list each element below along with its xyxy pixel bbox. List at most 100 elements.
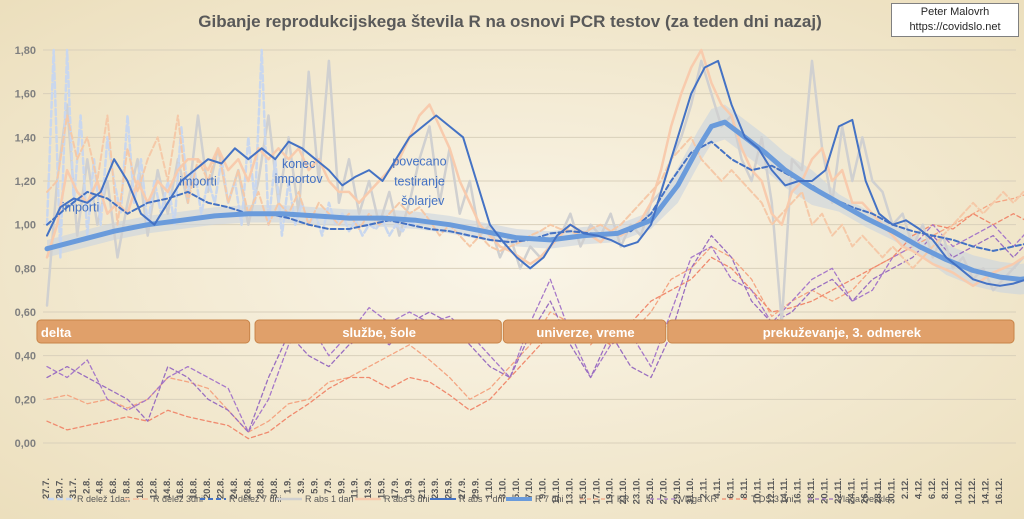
credit-author: Peter Malovrh (920, 6, 990, 18)
y-tick-label: 1,60 (15, 89, 36, 101)
x-tick-label: 25.9. (444, 478, 455, 499)
x-tick-label: 6.8. (108, 478, 119, 494)
x-tick-label: 21.9. (417, 478, 428, 499)
annotation-label: povecano (392, 155, 446, 169)
x-tick-label: 18.8. (189, 478, 200, 499)
x-tick-label: 2.12. (900, 478, 911, 499)
x-tick-label: 27.10. (658, 478, 669, 504)
x-tick-label: 29.9. (470, 478, 481, 499)
x-tick-label: 29.10. (672, 478, 683, 504)
x-tick-label: 6.12. (927, 478, 938, 499)
series-line-r-dele-7-dni (46, 140, 1024, 252)
x-tick-label: 27.7. (41, 478, 52, 499)
x-tick-label: 19.9. (403, 478, 414, 499)
y-tick-label: 1,40 (15, 132, 36, 144)
x-tick-label: 8.8. (122, 478, 133, 494)
legend-label: Vlaga Deskle (837, 494, 890, 504)
x-tick-label: 3.9. (296, 478, 307, 494)
period-band (254, 319, 502, 344)
x-tick-label: 17.10. (591, 478, 602, 504)
x-tick-label: 14.12. (981, 478, 992, 504)
x-tick-label: 1.9. (283, 478, 294, 494)
series-line-r-abs-1-dan (45, 59, 1024, 325)
x-tick-label: 4.8. (95, 478, 106, 494)
x-axis: 27.7. 29.7. 31.7. 2.8. 4.8. 6.8. 8.8. 10.8. 12.8… (41, 478, 1005, 504)
x-tick-label: 24.8. (229, 478, 240, 499)
x-tick-label: 5.9. (309, 478, 320, 494)
annotation-label: importi (62, 201, 100, 215)
x-tick-label: 18.11. (806, 478, 817, 504)
period-bands: delta službe, šole univerze, vreme prekužev… (36, 319, 1015, 344)
x-tick-label: 7.10. (524, 478, 535, 499)
x-tick-label: 23.9. (430, 478, 441, 499)
annotation-label: šolarjev (401, 194, 445, 208)
series-line-t-kr (46, 194, 1024, 433)
x-tick-label: 29.7. (54, 478, 65, 499)
annotation-label: konec (282, 157, 315, 171)
period-band-label: univerze, vreme (536, 325, 634, 340)
x-tick-label: 9.10. (538, 478, 549, 499)
x-tick-label: 24.11. (846, 478, 857, 504)
x-tick-label: 17.9. (390, 478, 401, 499)
x-tick-label: 2.8. (81, 478, 92, 494)
legend-label: T KR (609, 494, 630, 504)
annotation-label: importov (275, 172, 324, 186)
period-band (667, 319, 1015, 344)
legend-label: R abs 1 dan (305, 494, 354, 504)
x-tick-label: 12.8. (148, 478, 159, 499)
legend-label: R delež 7 dni (229, 494, 282, 504)
x-tick-label: 21.10. (618, 478, 629, 504)
series-line-r-7-dni (44, 119, 1024, 282)
legend-label: R delež 1dan (77, 494, 130, 504)
credit-site: https://covidslo.net (909, 21, 1001, 33)
annotation-label: importi (179, 174, 217, 188)
legend-label: R delež 3dni (153, 494, 203, 504)
x-tick-label: 31.10. (685, 478, 696, 504)
x-tick-label: 9.9. (336, 478, 347, 494)
credit-box: Peter Malovrh https://covidslo.net (891, 3, 1019, 37)
x-tick-label: 25.10. (645, 478, 656, 504)
x-tick-label: 3.10. (497, 478, 508, 499)
x-tick-label: 8.11. (739, 478, 750, 499)
x-tick-label: 15.9. (377, 478, 388, 499)
x-tick-label: 13.10. (564, 478, 575, 504)
series-line-vlaga-deskle (46, 234, 1024, 433)
x-tick-label: 20.8. (202, 478, 213, 499)
x-tick-label: 28.11. (873, 478, 884, 504)
x-tick-label: 11.9. (350, 478, 361, 499)
series-layer (44, 48, 1024, 440)
x-tick-label: 22.11. (833, 478, 844, 504)
y-tick-label: 1,00 (15, 220, 36, 232)
x-tick-label: 23.10. (632, 478, 643, 504)
x-tick-label: 28.8. (256, 478, 267, 499)
series-line-r-abs-7-dni (46, 59, 1024, 287)
x-tick-label: 31.7. (68, 478, 79, 499)
x-tick-label: 5.10. (511, 478, 522, 499)
x-tick-label: 14.11. (779, 478, 790, 504)
period-band-label: prekuževanje, 3. odmerek (763, 325, 922, 340)
confidence-area (47, 104, 1024, 295)
x-tick-label: 6.11. (726, 478, 737, 499)
x-tick-label: 10.12. (954, 478, 965, 504)
series-line-r-abs-3-dni (45, 48, 1024, 288)
series-line-vlaga-kr (46, 224, 1024, 433)
y-tick-label: 0,20 (15, 394, 36, 406)
y-tick-label: 0,40 (15, 351, 36, 363)
x-tick-label: 13.9. (363, 478, 374, 499)
x-tick-label: 12.11. (766, 478, 777, 504)
x-tick-label: 14.8. (162, 478, 173, 499)
x-tick-label: 16.12. (994, 478, 1005, 504)
x-tick-label: 22.8. (215, 478, 226, 499)
legend-label: T DS 3 dni (751, 494, 793, 504)
y-tick-label: 0,60 (15, 307, 36, 319)
period-band-label: delta (41, 325, 72, 340)
y-tick-label: 1,20 (15, 176, 36, 188)
y-tick-label: 0,00 (15, 438, 36, 450)
x-tick-label: 26.11. (860, 478, 871, 504)
period-band (36, 319, 251, 344)
x-tick-label: 30.8. (269, 478, 280, 499)
x-tick-label: 20.11. (819, 478, 830, 504)
